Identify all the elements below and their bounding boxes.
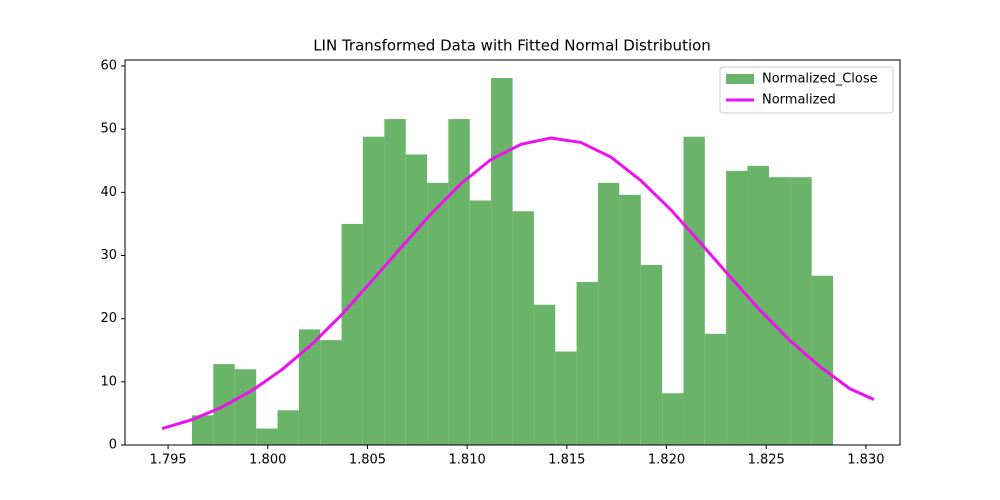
- x-tick-label: 1.795: [149, 453, 186, 468]
- x-tick-label: 1.815: [548, 453, 585, 468]
- legend-label: Normalized: [762, 93, 836, 108]
- histogram-bar: [662, 393, 684, 445]
- fitted-line: [161, 136, 875, 431]
- histogram-bar: [726, 170, 748, 446]
- chart-title: LIN Transformed Data with Fitted Normal …: [313, 37, 711, 55]
- histogram-bar: [341, 223, 363, 445]
- y-tick-label: 60: [100, 59, 117, 74]
- x-tick-label: 1.805: [349, 453, 386, 468]
- y-tick-label: 10: [100, 374, 117, 389]
- y-tick-label: 0: [109, 438, 117, 453]
- histogram-bar: [619, 194, 641, 445]
- legend-swatch: [726, 74, 754, 84]
- y-tick-label: 20: [100, 311, 117, 326]
- histogram-bar: [256, 428, 278, 445]
- y-tick-label: 50: [100, 122, 117, 137]
- histogram-bar: [512, 211, 534, 445]
- x-tick-label: 1.810: [449, 453, 486, 468]
- x-tick-label: 1.830: [847, 453, 884, 468]
- histogram-bar: [277, 410, 299, 445]
- x-tick-label: 1.800: [249, 453, 286, 468]
- histogram-bar: [469, 200, 492, 445]
- histogram-bar: [769, 177, 791, 445]
- histogram-bar: [384, 119, 406, 446]
- x-tick-label: 1.825: [748, 453, 785, 468]
- legend-box: [719, 66, 894, 114]
- histogram-bar: [448, 119, 470, 446]
- x-tick-label: 1.820: [648, 453, 685, 468]
- y-tick-label: 40: [100, 185, 117, 200]
- histogram-bar: [790, 177, 812, 445]
- histogram-bar: [811, 275, 834, 445]
- histogram-bar: [683, 136, 705, 446]
- histogram-bar: [491, 78, 513, 445]
- histogram-bar: [234, 369, 257, 445]
- histogram-bar: [533, 304, 556, 445]
- histogram-bar: [640, 264, 663, 445]
- histogram-bar: [597, 182, 620, 446]
- histogram-bar: [704, 333, 727, 445]
- histogram-bar: [747, 165, 770, 445]
- histogram-bar: [427, 182, 449, 446]
- legend-label: Normalized_Close: [762, 72, 878, 87]
- histogram-bar: [576, 282, 598, 445]
- histogram-bar: [298, 329, 321, 445]
- y-tick-label: 30: [100, 248, 117, 263]
- plot-frame: [124, 59, 901, 446]
- histogram-bar: [191, 415, 214, 445]
- histogram-bar: [555, 351, 577, 445]
- histogram-bar: [362, 136, 385, 446]
- histogram-bar: [320, 340, 342, 445]
- histogram-bar: [405, 154, 428, 445]
